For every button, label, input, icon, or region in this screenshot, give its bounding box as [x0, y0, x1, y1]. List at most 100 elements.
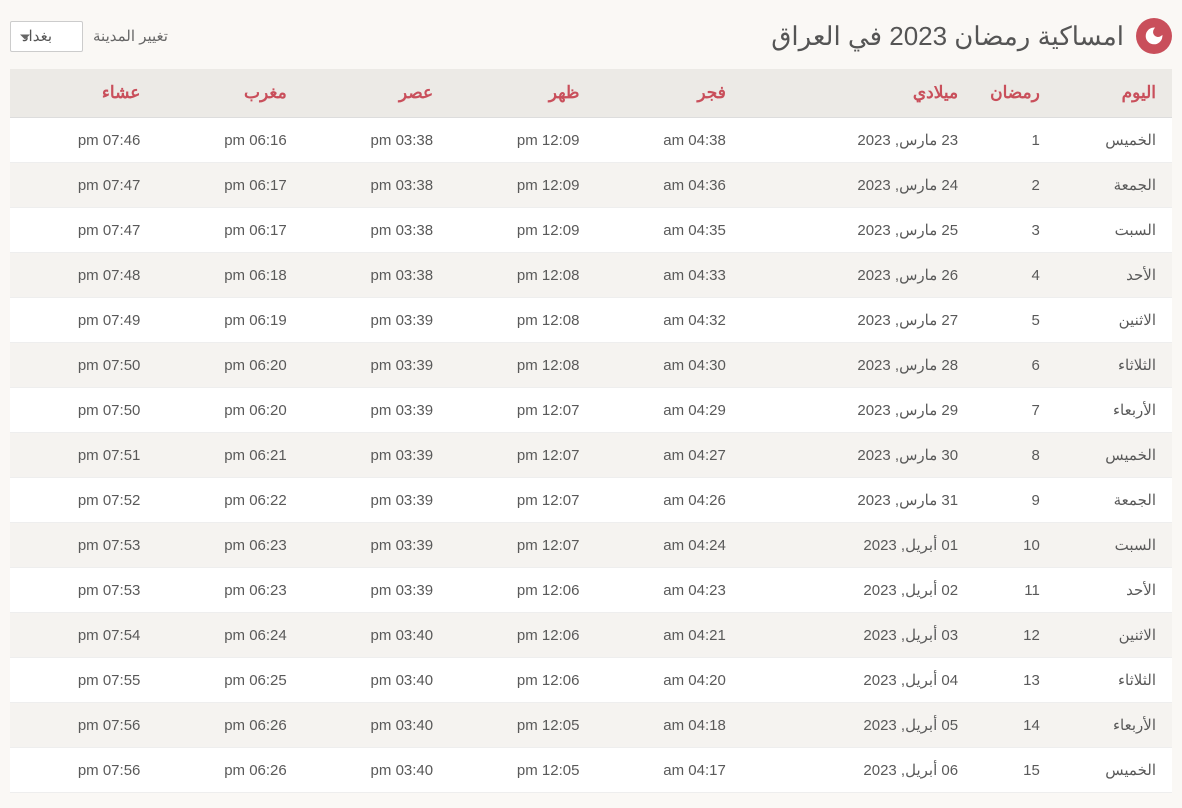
col-fajr: فجر: [595, 69, 741, 118]
table-cell: 10: [974, 523, 1056, 568]
table-cell: 03 أبريل, 2023: [742, 613, 974, 658]
table-row: الجمعة931 مارس, 202304:26 am12:07 pm03:3…: [10, 478, 1172, 523]
col-dhuhr: ظهر: [449, 69, 595, 118]
table-cell: 25 مارس, 2023: [742, 208, 974, 253]
table-cell: الخميس: [1056, 433, 1172, 478]
table-cell: 03:39 pm: [303, 343, 449, 388]
table-cell: 06:25 pm: [156, 658, 302, 703]
moon-icon: [1136, 18, 1172, 54]
table-cell: 12:06 pm: [449, 658, 595, 703]
table-cell: 06:22 pm: [156, 478, 302, 523]
table-cell: 12:08 pm: [449, 253, 595, 298]
table-cell: 07:50 pm: [10, 343, 156, 388]
table-cell: 01 أبريل, 2023: [742, 523, 974, 568]
table-cell: الخميس: [1056, 118, 1172, 163]
table-cell: 04:20 am: [595, 658, 741, 703]
table-cell: 06:23 pm: [156, 523, 302, 568]
table-cell: 28 مارس, 2023: [742, 343, 974, 388]
table-cell: 14: [974, 703, 1056, 748]
col-ramadan: رمضان: [974, 69, 1056, 118]
table-cell: 07:46 pm: [10, 118, 156, 163]
table-cell: الأحد: [1056, 568, 1172, 613]
table-cell: 12:05 pm: [449, 748, 595, 793]
table-cell: 04:33 am: [595, 253, 741, 298]
table-cell: 03:38 pm: [303, 163, 449, 208]
table-cell: 04:17 am: [595, 748, 741, 793]
table-row: الخميس1506 أبريل, 202304:17 am12:05 pm03…: [10, 748, 1172, 793]
table-cell: 04:32 am: [595, 298, 741, 343]
table-cell: 07:56 pm: [10, 748, 156, 793]
table-row: الاثنين1203 أبريل, 202304:21 am12:06 pm0…: [10, 613, 1172, 658]
table-cell: الثلاثاء: [1056, 658, 1172, 703]
table-cell: 07:56 pm: [10, 703, 156, 748]
table-cell: 31 مارس, 2023: [742, 478, 974, 523]
table-cell: 03:38 pm: [303, 118, 449, 163]
table-cell: 03:39 pm: [303, 478, 449, 523]
table-cell: 12:05 pm: [449, 703, 595, 748]
table-cell: 03:39 pm: [303, 523, 449, 568]
table-cell: 12: [974, 613, 1056, 658]
col-day: اليوم: [1056, 69, 1172, 118]
table-cell: 07:51 pm: [10, 433, 156, 478]
table-row: السبت1001 أبريل, 202304:24 am12:07 pm03:…: [10, 523, 1172, 568]
table-cell: 04:29 am: [595, 388, 741, 433]
table-cell: 27 مارس, 2023: [742, 298, 974, 343]
table-header-row: اليوم رمضان ميلادي فجر ظهر عصر مغرب عشاء: [10, 69, 1172, 118]
table-cell: 12:07 pm: [449, 433, 595, 478]
table-cell: 04:36 am: [595, 163, 741, 208]
table-cell: 07:48 pm: [10, 253, 156, 298]
table-body: الخميس123 مارس, 202304:38 am12:09 pm03:3…: [10, 118, 1172, 793]
table-cell: 12:07 pm: [449, 388, 595, 433]
table-cell: 24 مارس, 2023: [742, 163, 974, 208]
table-cell: 03:39 pm: [303, 433, 449, 478]
table-row: الثلاثاء1304 أبريل, 202304:20 am12:06 pm…: [10, 658, 1172, 703]
city-changer: تغيير المدينة بغداد: [10, 21, 168, 52]
table-cell: الخميس: [1056, 748, 1172, 793]
table-cell: 06:19 pm: [156, 298, 302, 343]
table-cell: 8: [974, 433, 1056, 478]
table-cell: 06:20 pm: [156, 388, 302, 433]
table-row: الأربعاء1405 أبريل, 202304:18 am12:05 pm…: [10, 703, 1172, 748]
table-cell: 06:26 pm: [156, 748, 302, 793]
table-cell: 5: [974, 298, 1056, 343]
table-cell: 07:53 pm: [10, 523, 156, 568]
table-cell: 03:39 pm: [303, 388, 449, 433]
table-cell: 03:38 pm: [303, 208, 449, 253]
table-cell: 04:35 am: [595, 208, 741, 253]
table-cell: 06 أبريل, 2023: [742, 748, 974, 793]
table-cell: 03:38 pm: [303, 253, 449, 298]
table-cell: 06:24 pm: [156, 613, 302, 658]
table-cell: 9: [974, 478, 1056, 523]
page-container: امساكية رمضان 2023 في العراق تغيير المدي…: [10, 10, 1172, 793]
table-cell: 03:40 pm: [303, 613, 449, 658]
table-cell: 06:18 pm: [156, 253, 302, 298]
table-cell: الثلاثاء: [1056, 343, 1172, 388]
table-cell: الجمعة: [1056, 163, 1172, 208]
table-cell: 11: [974, 568, 1056, 613]
table-cell: 23 مارس, 2023: [742, 118, 974, 163]
table-cell: 07:47 pm: [10, 163, 156, 208]
table-cell: 29 مارس, 2023: [742, 388, 974, 433]
table-cell: 12:07 pm: [449, 478, 595, 523]
table-cell: 07:53 pm: [10, 568, 156, 613]
table-cell: 1: [974, 118, 1056, 163]
table-cell: 04:21 am: [595, 613, 741, 658]
table-row: الخميس123 مارس, 202304:38 am12:09 pm03:3…: [10, 118, 1172, 163]
table-cell: 15: [974, 748, 1056, 793]
table-cell: 26 مارس, 2023: [742, 253, 974, 298]
table-cell: 06:26 pm: [156, 703, 302, 748]
table-cell: 12:09 pm: [449, 118, 595, 163]
table-cell: 03:40 pm: [303, 658, 449, 703]
table-cell: 12:09 pm: [449, 163, 595, 208]
table-cell: 12:07 pm: [449, 523, 595, 568]
table-cell: 06:23 pm: [156, 568, 302, 613]
table-cell: 7: [974, 388, 1056, 433]
table-cell: 05 أبريل, 2023: [742, 703, 974, 748]
city-select[interactable]: بغداد: [10, 21, 83, 52]
table-cell: 03:40 pm: [303, 748, 449, 793]
table-cell: 06:21 pm: [156, 433, 302, 478]
table-cell: الأحد: [1056, 253, 1172, 298]
table-cell: 07:52 pm: [10, 478, 156, 523]
table-cell: 3: [974, 208, 1056, 253]
table-cell: 07:47 pm: [10, 208, 156, 253]
